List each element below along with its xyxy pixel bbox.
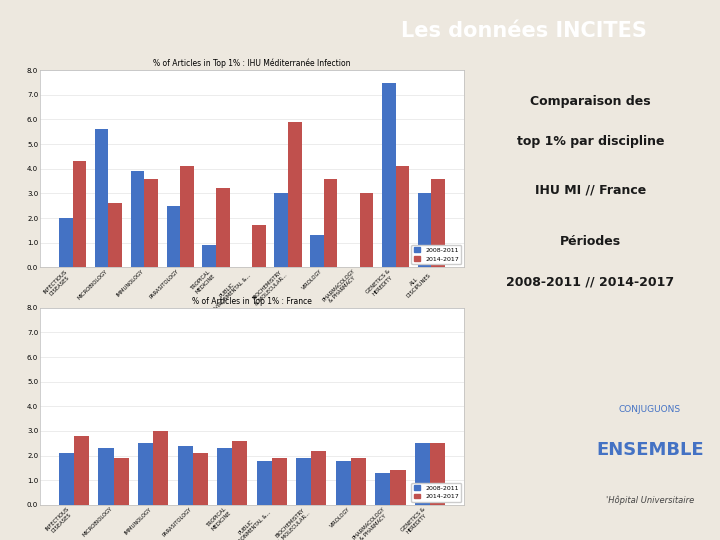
- Bar: [375, 473, 390, 505]
- Bar: [131, 171, 144, 267]
- Bar: [252, 225, 266, 267]
- Bar: [336, 461, 351, 505]
- Bar: [153, 431, 168, 505]
- Bar: [178, 446, 193, 505]
- Bar: [431, 179, 445, 267]
- Bar: [166, 206, 180, 267]
- Text: 2008-2011 // 2014-2017: 2008-2011 // 2014-2017: [506, 275, 675, 288]
- Bar: [109, 203, 122, 267]
- Bar: [59, 218, 73, 267]
- Title: % of Articles in Top 1% : France: % of Articles in Top 1% : France: [192, 296, 312, 306]
- Bar: [95, 130, 109, 267]
- Bar: [74, 436, 89, 505]
- Text: IHU MI // France: IHU MI // France: [535, 184, 646, 197]
- Bar: [271, 458, 287, 505]
- Text: Les données INCITES: Les données INCITES: [401, 21, 647, 41]
- Bar: [138, 443, 153, 505]
- Bar: [288, 122, 302, 267]
- Bar: [311, 451, 326, 505]
- Bar: [390, 470, 405, 505]
- Bar: [216, 188, 230, 267]
- Text: Périodes: Périodes: [560, 235, 621, 248]
- Bar: [360, 193, 373, 267]
- Text: 'Hôpital Universitaire: 'Hôpital Universitaire: [606, 496, 694, 505]
- Bar: [217, 448, 233, 505]
- Bar: [202, 245, 216, 267]
- Bar: [418, 193, 431, 267]
- Bar: [395, 166, 409, 267]
- Title: % of Articles in Top 1% : IHU Méditerranée Infection: % of Articles in Top 1% : IHU Méditerran…: [153, 58, 351, 68]
- Legend: 2008-2011, 2014-2017: 2008-2011, 2014-2017: [411, 483, 462, 502]
- Bar: [324, 179, 338, 267]
- Bar: [73, 161, 86, 267]
- Bar: [351, 458, 366, 505]
- Legend: 2008-2011, 2014-2017: 2008-2011, 2014-2017: [411, 245, 462, 264]
- Bar: [257, 461, 271, 505]
- Text: top 1% par discipline: top 1% par discipline: [517, 135, 664, 148]
- Text: ENSEMBLE: ENSEMBLE: [596, 442, 703, 460]
- Bar: [114, 458, 129, 505]
- Bar: [180, 166, 194, 267]
- Text: CONJUGUONS: CONJUGUONS: [618, 405, 681, 414]
- Bar: [310, 235, 324, 267]
- Bar: [415, 443, 430, 505]
- Bar: [144, 179, 158, 267]
- Bar: [233, 441, 247, 505]
- Bar: [382, 83, 395, 267]
- Bar: [193, 453, 207, 505]
- Bar: [99, 448, 114, 505]
- Text: Comparaison des: Comparaison des: [530, 94, 651, 107]
- Bar: [274, 193, 288, 267]
- Bar: [59, 453, 74, 505]
- Bar: [297, 458, 311, 505]
- Bar: [430, 443, 445, 505]
